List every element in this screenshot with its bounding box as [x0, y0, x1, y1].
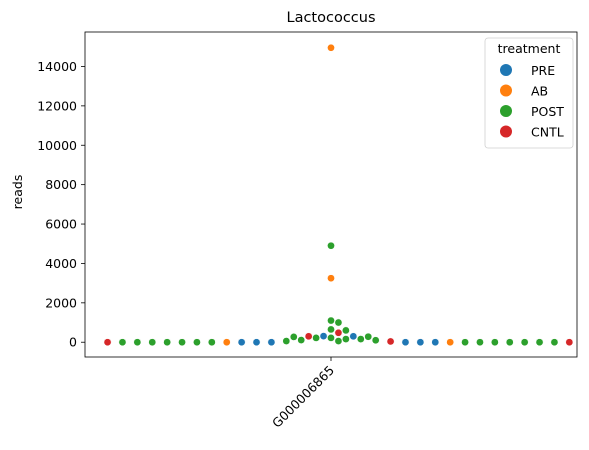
legend-label-pre: PRE [531, 63, 555, 78]
data-point-pre [319, 332, 328, 340]
legend-title: treatment [498, 41, 561, 56]
data-point-post [520, 338, 529, 347]
legend-marker-ab [500, 84, 512, 97]
data-point-cntl [103, 338, 112, 347]
data-point-post [327, 325, 335, 334]
data-point-ab [222, 338, 231, 347]
data-point-post [505, 338, 514, 347]
y-tick-label: 2000 [45, 295, 77, 310]
data-point-post [334, 318, 343, 327]
data-point-post [148, 338, 157, 347]
data-point-post [364, 332, 373, 341]
data-point-post [163, 338, 171, 347]
data-point-pre [349, 332, 358, 341]
data-point-ab [446, 338, 455, 347]
data-point-post [356, 335, 365, 343]
data-point-post [193, 338, 201, 347]
data-point-ab [327, 43, 335, 52]
data-point-cntl [334, 328, 343, 337]
data-point-post [178, 338, 186, 347]
x-tick-label: G000006865 [269, 363, 337, 431]
data-point-post [327, 241, 335, 250]
y-axis-label: reads [10, 175, 25, 210]
data-point-post [118, 338, 127, 347]
data-point-post [282, 337, 291, 345]
legend-label-post: POST [531, 104, 564, 119]
data-point-cntl [386, 337, 395, 346]
legend-label-ab: AB [531, 84, 548, 99]
data-point-post [327, 316, 335, 325]
legend-label-cntl: CNTL [531, 125, 564, 140]
y-tick-label: 10000 [37, 138, 77, 153]
data-point-pre [416, 338, 425, 347]
legend-marker-cntl [500, 125, 512, 138]
y-tick-label: 12000 [37, 98, 77, 113]
data-point-post [342, 326, 350, 335]
data-point-post [312, 334, 320, 342]
y-tick-label: 4000 [45, 256, 77, 271]
data-point-pre [431, 338, 440, 347]
data-point-post [476, 338, 484, 347]
data-point-post [297, 336, 306, 344]
legend-marker-pre [500, 64, 512, 76]
data-point-post [133, 338, 142, 347]
y-tick-label: 8000 [45, 177, 77, 192]
data-point-post [550, 338, 559, 347]
legend-marker-post [500, 105, 512, 117]
data-point-post [491, 338, 499, 347]
y-tick-label: 6000 [45, 217, 77, 232]
data-point-cntl [565, 338, 574, 347]
data-point-pre [237, 338, 246, 347]
y-tick-label: 0 [69, 335, 77, 350]
data-point-post [461, 338, 469, 347]
data-point-ab [327, 274, 335, 283]
data-point-post [327, 334, 335, 342]
data-point-pre [267, 338, 276, 347]
data-point-pre [252, 338, 261, 347]
data-point-post [535, 338, 544, 347]
data-point-cntl [304, 332, 313, 341]
data-point-post [334, 337, 343, 345]
legend: treatment PRE AB POST CNTL [484, 37, 574, 149]
data-point-post [289, 333, 298, 341]
data-point-post [207, 338, 216, 347]
data-point-pre [401, 338, 410, 347]
data-point-post [342, 335, 350, 343]
chart-title: Lactococcus [286, 10, 375, 26]
data-point-post [371, 336, 380, 345]
y-tick-label: 14000 [37, 59, 77, 74]
